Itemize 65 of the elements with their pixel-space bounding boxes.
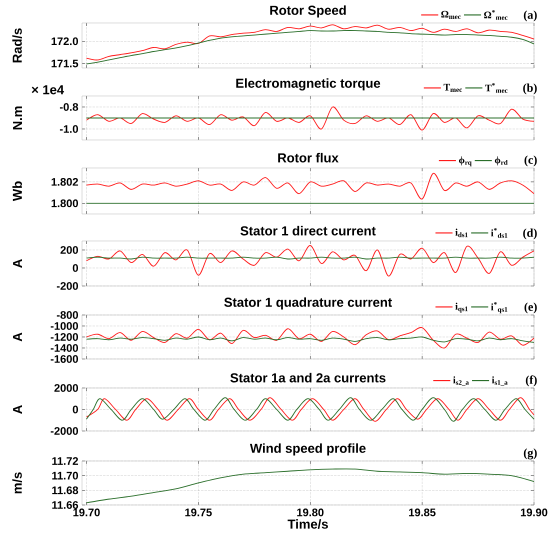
chart-title: Stator 1a and 2a currents	[230, 372, 386, 382]
legend-label: ϕ$_{rd}$	[494, 156, 508, 166]
y-tick-label: 2000	[54, 384, 78, 392]
y-tick-label: 1.802	[52, 178, 78, 186]
text: (a)	[524, 10, 537, 22]
x-tick-label: 19.90	[520, 508, 548, 516]
y-axis-title: A	[13, 405, 22, 414]
line-series	[86, 397, 534, 422]
y-tick-label: 11.68	[52, 486, 78, 494]
y-axis-title: A	[13, 259, 22, 268]
y-tick-label: 172.0	[52, 37, 78, 46]
text: (f)	[526, 375, 537, 386]
text: (e)	[524, 302, 537, 314]
chart-title: Stator 1 quadrature current	[224, 297, 392, 310]
y-tick-label: -800	[56, 311, 78, 319]
y-tick-label: -0.8	[60, 103, 78, 111]
line-series	[86, 106, 534, 131]
legend-label: T$_{mec}$	[444, 84, 462, 92]
y-tick-label: 171.5	[52, 60, 78, 68]
chart-title: Stator 1 direct current	[240, 226, 376, 236]
chart-title: Electromagnetic torque	[236, 78, 380, 90]
legend-label: i$_{qs1}$	[455, 302, 468, 313]
y-tick-label: 200	[60, 246, 78, 254]
text: (c)	[524, 155, 537, 166]
y-tick-label: 1.800	[52, 199, 78, 208]
y-axis-title: m/s	[12, 472, 22, 494]
y-tick-label: 11.72	[52, 457, 78, 465]
text: × 1e4	[32, 85, 64, 94]
y-tick-label: 11.66	[52, 501, 78, 509]
legend-label: Ω$_{mec}$	[441, 10, 461, 20]
line-series	[86, 24, 534, 60]
line-series	[86, 30, 534, 64]
chart-title: Rotor Speed	[270, 5, 346, 18]
y-axis-title: N.m	[13, 106, 22, 130]
line-series	[86, 172, 534, 200]
x-axis-title: Time/s	[288, 519, 328, 529]
legend-label: i$_{s1_a}$	[492, 376, 508, 386]
x-tick-label: 19.85	[409, 508, 436, 516]
y-axis-title: A	[13, 332, 22, 342]
legend-label: i$_{ds1}$	[455, 228, 468, 238]
chart-title: Wind speed profile	[250, 443, 366, 456]
line-series	[86, 468, 534, 504]
y-tick-label: -2000	[50, 427, 78, 435]
y-tick-label: -1400	[50, 344, 78, 352]
text: (b)	[523, 83, 537, 94]
y-tick-label: -1600	[50, 355, 78, 363]
y-tick-label: -1200	[50, 333, 78, 341]
legend-label: i$_{s2_a}$	[453, 376, 469, 386]
text: (d)	[523, 228, 537, 240]
line-series	[86, 327, 534, 348]
y-tick-label: 11.70	[52, 472, 78, 480]
y-tick-label: 0	[72, 264, 78, 272]
legend-label: ϕ$_{rq}$	[458, 156, 472, 166]
y-tick-label: -200	[56, 282, 78, 290]
line-series	[86, 245, 534, 277]
y-axis-title: Rad/s	[12, 28, 22, 62]
x-tick-label: 19.70	[73, 508, 100, 516]
chart-title: Rotor flux	[278, 152, 339, 162]
text: (g)	[524, 448, 537, 460]
y-tick-label: 0	[72, 406, 78, 414]
x-tick-label: 19.75	[185, 508, 212, 516]
y-tick-label: -1.0	[60, 125, 78, 133]
x-tick-label: 19.80	[297, 508, 324, 516]
y-axis-title: Wb	[12, 181, 22, 202]
y-tick-label: -1000	[50, 322, 78, 330]
